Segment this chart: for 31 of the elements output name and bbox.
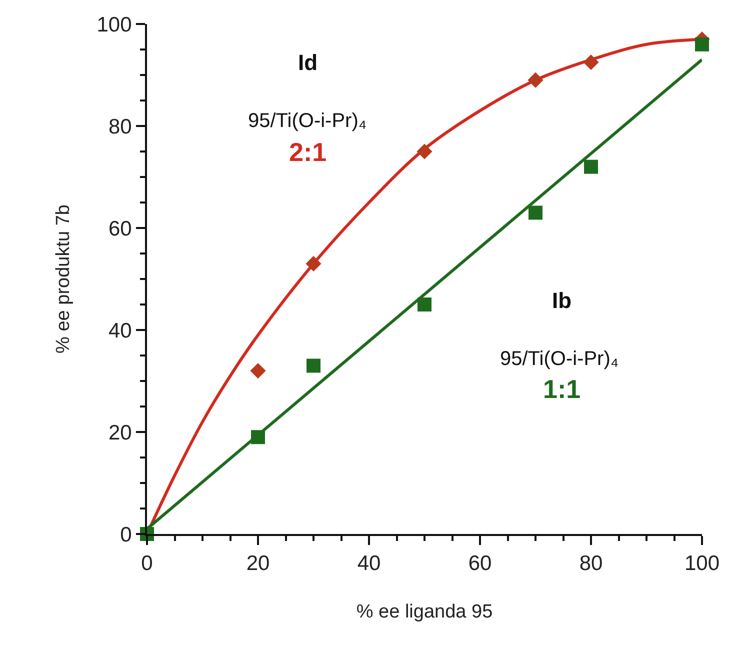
annotation: 1:1 xyxy=(543,374,581,404)
annotation: 95/Ti(O-i-Pr)₄ xyxy=(248,110,367,132)
annotation: Id xyxy=(298,50,318,75)
annotation: 95/Ti(O-i-Pr)₄ xyxy=(500,348,619,370)
x-tick-label: 60 xyxy=(468,552,492,576)
point xyxy=(695,37,709,52)
x-tick-label: 20 xyxy=(246,552,270,576)
x-tick-label: 100 xyxy=(684,552,720,576)
x-tick-label: 40 xyxy=(357,552,381,576)
x-axis-title: % ee liganda 95 xyxy=(356,602,493,622)
point xyxy=(528,72,544,88)
y-tick-label: 40 xyxy=(108,319,132,342)
point xyxy=(418,298,432,312)
point xyxy=(416,144,432,160)
annotation: 2:1 xyxy=(289,137,327,167)
y-tick-label: 0 xyxy=(120,523,132,546)
point xyxy=(528,206,542,220)
y-tick-label: 80 xyxy=(108,115,132,138)
annotation: Ib xyxy=(552,288,572,313)
y-tick-label: 60 xyxy=(108,217,132,240)
y-tick-label: 20 xyxy=(108,421,132,444)
point xyxy=(306,358,320,373)
point xyxy=(250,363,266,379)
point xyxy=(583,54,599,70)
y-tick-label: 100 xyxy=(96,13,132,36)
x-tick-label: 80 xyxy=(579,552,603,576)
y-axis-title: % ee produktu 7b xyxy=(53,204,74,354)
x-tick-label: 0 xyxy=(141,552,153,576)
point xyxy=(251,430,265,444)
point xyxy=(306,256,322,272)
point xyxy=(584,160,598,174)
